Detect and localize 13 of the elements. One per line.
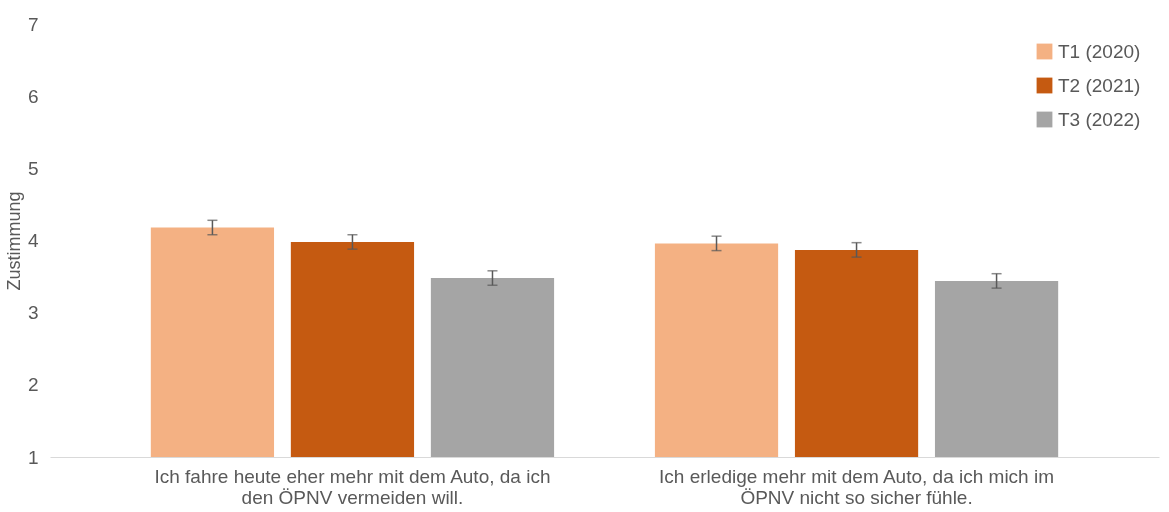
legend-label: T1 (2020): [1058, 40, 1141, 62]
legend-label: T2 (2021): [1058, 74, 1141, 96]
y-tick-label: 3: [27, 302, 39, 324]
y-tick-label: 4: [27, 230, 39, 251]
y-tick-label: 1: [27, 446, 39, 468]
y-tick-label: 7: [27, 13, 39, 35]
y-axis-title: Zustimmung: [3, 191, 24, 291]
y-tick-label: 2: [27, 374, 39, 396]
x-tick-label: Ich fahre heute eher mehr mit dem Auto, da ich den ÖPNV vermeiden will.: [154, 465, 551, 508]
x-tick-label: Ich erledige mehr mit dem Auto, da ich mich im ÖPNV nicht so sicher fühle.: [659, 465, 1055, 508]
y-tick-label: 5: [27, 157, 39, 179]
y-tick-label: 6: [27, 85, 39, 107]
legend-label: T3 (2022): [1058, 108, 1141, 130]
